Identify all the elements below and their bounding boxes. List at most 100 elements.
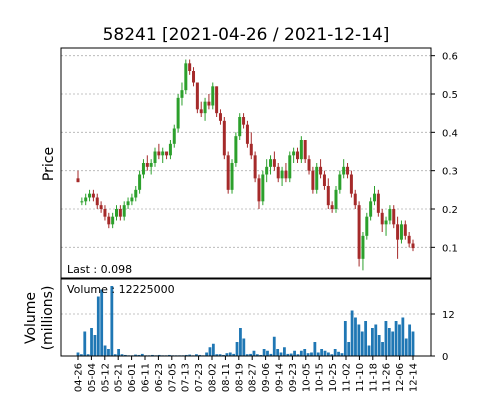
volume-axis-label: Volume(millions) [23,286,56,351]
volume-bar [367,345,371,356]
volume-bar [198,354,202,356]
candle [265,159,269,183]
x-tick-label: 04-26 [74,363,85,392]
candle [95,193,99,209]
volume-bar [76,352,80,356]
candle [245,120,249,148]
price-frame [60,47,432,279]
volume-bar [404,338,408,356]
volume-bar [249,353,252,356]
candle [249,132,253,160]
candle [288,151,292,183]
candle-body [261,174,265,202]
volume-annotation: Volume : 12225000 [67,283,175,296]
volume-bar [364,321,368,356]
candle [307,155,311,175]
volume-bar [269,353,273,356]
candle [269,155,273,175]
candle [222,117,226,160]
candle [334,186,338,213]
candle-body [307,159,311,171]
candle [153,147,157,167]
volume-bar [296,354,300,356]
volume-bar [83,331,87,356]
volume-bar [211,343,215,356]
candle-body [172,128,176,144]
candle [257,174,261,209]
candle [126,197,130,209]
volume-bar [93,335,97,356]
candle [292,147,296,163]
candle [272,151,276,171]
volume-frame [60,278,432,357]
candle [111,212,115,229]
x-tick-label: 12-06 [395,363,406,392]
volume-bar [259,354,263,356]
candle-body [242,117,246,125]
candle-body [153,151,157,163]
candle-body [168,143,172,156]
candle [192,67,196,87]
candle-body [157,151,161,156]
candle [130,193,134,206]
volume-bar [266,350,269,356]
candle-body [91,193,95,198]
candle-body [226,155,230,190]
volume-bar [381,342,384,356]
last-price-annotation: Last : 0.098 [67,263,132,276]
x-tick-label: 07-13 [181,363,192,392]
candle [141,159,145,179]
volume-bar [286,353,290,356]
x-tick-label: 05-21 [114,363,125,392]
candle-body [145,163,149,167]
volume-bar [276,349,280,356]
candle [303,140,307,163]
candle-body [396,224,400,240]
candle-body [276,166,280,179]
volume-tick-label: 12 [442,310,455,321]
candle-body [353,193,357,206]
candle-body [365,216,369,236]
candle [361,232,365,271]
candle [161,147,165,163]
x-tick-label: 07-05 [167,363,178,392]
candle-body [184,63,188,91]
candle [407,232,411,248]
x-tick-label: 07-23 [194,363,205,392]
volume-bar [100,289,104,356]
candle-body [188,63,192,71]
candle-body [338,174,342,190]
volume-bar [360,331,364,356]
volume-bar [299,350,303,356]
candle [330,201,334,213]
volume-bar [167,354,171,356]
candle [172,124,176,148]
candle-body [388,209,392,221]
candle-body [230,163,234,190]
candle [234,132,238,167]
volume-bar [330,354,334,356]
candle-body [284,170,288,179]
price-tick-label: 0.4 [442,128,458,139]
volume-bar [242,338,246,356]
volume-bar [232,353,236,356]
x-tick-label: 10-05 [301,363,312,392]
candle [311,166,315,194]
candle-body [249,143,253,156]
candle [376,189,380,217]
price-tick-label: 0.1 [442,243,458,254]
candle [280,166,284,186]
candle [176,94,180,133]
candle [226,151,230,194]
candle-body [192,71,196,83]
volume-bar [151,354,154,356]
x-tick-label: 10-25 [328,363,339,392]
candle-body [399,224,403,240]
volume-bar [90,328,93,356]
candle-body [403,224,407,236]
volume-tick-label: 0 [442,352,448,363]
candle [88,189,92,202]
volume-bar [120,354,124,356]
candle [103,205,107,221]
candle-body [238,117,242,137]
